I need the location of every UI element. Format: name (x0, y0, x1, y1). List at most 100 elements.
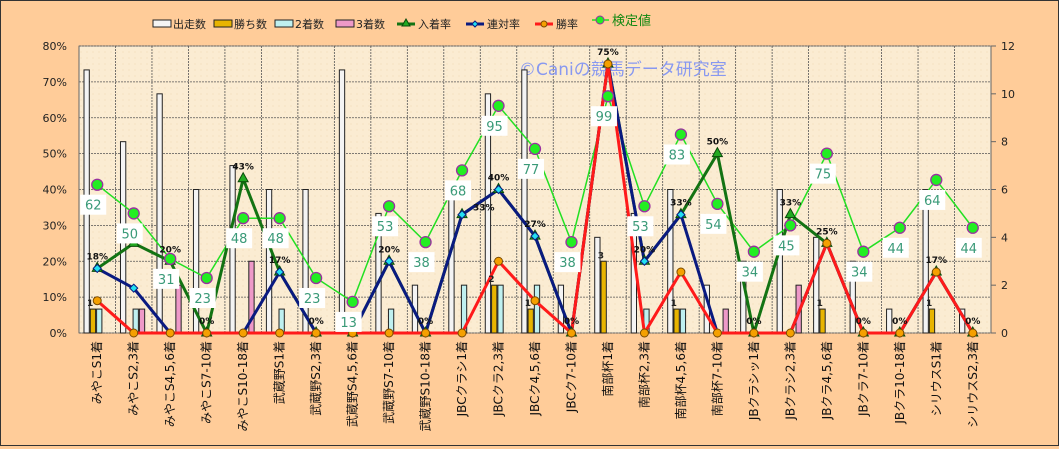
win-rate-marker (566, 328, 576, 338)
test-value-marker (528, 142, 542, 155)
bar-runs (484, 93, 492, 334)
test-value-marker (309, 271, 323, 285)
category-label: 武蔵野S4,5,6着 (345, 341, 360, 427)
rate-label: 20% (159, 245, 181, 255)
category-label: 南部杯7-10着 (709, 341, 724, 416)
test-value-marker (273, 212, 286, 225)
test-value-label-box (408, 252, 435, 273)
win-rate-marker (712, 328, 722, 338)
bar-runs (776, 189, 783, 334)
test-value-label: 77 (523, 163, 540, 178)
test-value-label: 95 (486, 120, 503, 135)
test-value-marker (857, 245, 870, 258)
left-axis-tick-label: 40% (43, 184, 67, 197)
test-value-marker (930, 173, 943, 187)
legend-label: 3着数 (356, 17, 385, 31)
bar-runs (886, 308, 893, 334)
triangle-icon (401, 17, 411, 27)
win-rate-marker (129, 328, 139, 338)
rate-label: 17% (926, 256, 948, 266)
rate-label: 18% (86, 252, 108, 262)
bar-runs (594, 236, 601, 334)
test-value-label-box (518, 158, 544, 179)
test-value-label: 83 (669, 148, 686, 163)
win-rate-marker (421, 328, 431, 338)
test-value-label: 48 (231, 232, 248, 247)
left-axis-tick-label: 10% (43, 291, 67, 304)
rate-label: 0% (746, 317, 761, 327)
win-rate-marker (165, 328, 175, 338)
legend-label-test: 検定値 (612, 13, 651, 29)
legend-swatch-bar (152, 19, 172, 28)
right-axis-tick-label: 2 (1001, 279, 1008, 292)
test-value-label: 13 (340, 316, 357, 331)
right-axis-tick-label: 8 (1001, 136, 1008, 149)
bar-runs (813, 236, 820, 334)
win-rate-marker (202, 328, 212, 338)
test-value-label: 38 (413, 256, 430, 271)
legend-label: 勝率 (556, 17, 578, 31)
test-value-label-box (481, 115, 508, 136)
category-label: JBクラ10-18着 (892, 341, 907, 425)
rate-label: 50% (707, 138, 729, 148)
rate-label: 27% (524, 220, 546, 230)
legend-label: 入着率 (418, 17, 451, 31)
category-label: 南部杯2,3着 (636, 341, 651, 408)
test-value-label-box (809, 163, 836, 184)
placing-rate-marker (237, 171, 250, 183)
legend-label: 2着数 (295, 17, 324, 31)
test-value-marker (164, 252, 177, 266)
legend-label: 出走数 (173, 17, 206, 31)
category-label: 武蔵野S7-10着 (381, 341, 396, 424)
test-value-marker (455, 164, 469, 177)
win-count-label: 1 (817, 299, 823, 309)
test-value-label: 23 (194, 292, 211, 307)
legend-label: 勝ち数 (234, 17, 267, 31)
test-value-label-box (919, 189, 946, 210)
category-label: シリウスS1着 (928, 341, 943, 416)
test-value-label-box (226, 228, 253, 249)
placing-rate-marker (711, 146, 724, 158)
test-value-label-box (554, 252, 581, 273)
bar-runs (229, 165, 236, 334)
test-value-marker (601, 90, 615, 103)
test-value-label: 54 (705, 218, 722, 233)
win-rate-marker (530, 296, 540, 306)
test-value-marker (382, 200, 396, 213)
rate-label: 40% (488, 174, 510, 184)
rate-label: 0% (965, 317, 980, 327)
category-label: 武蔵野S2,3着 (308, 341, 323, 416)
test-value-label-box (882, 237, 909, 258)
win-count-label: 1 (671, 299, 677, 309)
test-value-label-box (700, 213, 727, 234)
test-value-label-box (153, 268, 180, 289)
rate-label: 17% (269, 256, 291, 266)
test-value-label-box (846, 261, 873, 282)
test-value-label: 44 (960, 242, 977, 257)
legend-swatch-bar (213, 19, 233, 28)
bar-runs (667, 189, 674, 334)
test-value-label-box (335, 311, 362, 332)
bar-second (497, 284, 504, 334)
left-axis-tick-label: 20% (43, 255, 67, 268)
test-value-label: 62 (85, 199, 102, 214)
test-value-marker (127, 207, 140, 220)
category-label: みやこS2,3着 (126, 341, 141, 416)
top2-rate-marker (676, 209, 686, 220)
right-axis-tick-label: 0 (1001, 327, 1008, 340)
category-label: シリウスS2,3着 (965, 341, 980, 428)
test-value-label: 38 (559, 256, 576, 271)
bar-runs (521, 69, 528, 334)
diamond-icon (471, 20, 479, 28)
test-value-label: 34 (851, 266, 868, 281)
bar-runs (156, 93, 163, 334)
test-value-label-box (955, 237, 982, 258)
win-rate-marker (639, 328, 649, 338)
win-rate-marker (749, 328, 759, 338)
test-value-marker (711, 197, 724, 211)
right-axis-tick-label: 12 (1001, 40, 1015, 53)
win-rate-marker (895, 328, 905, 338)
test-value-label-box (372, 216, 399, 237)
test-value-label-box (627, 216, 654, 237)
